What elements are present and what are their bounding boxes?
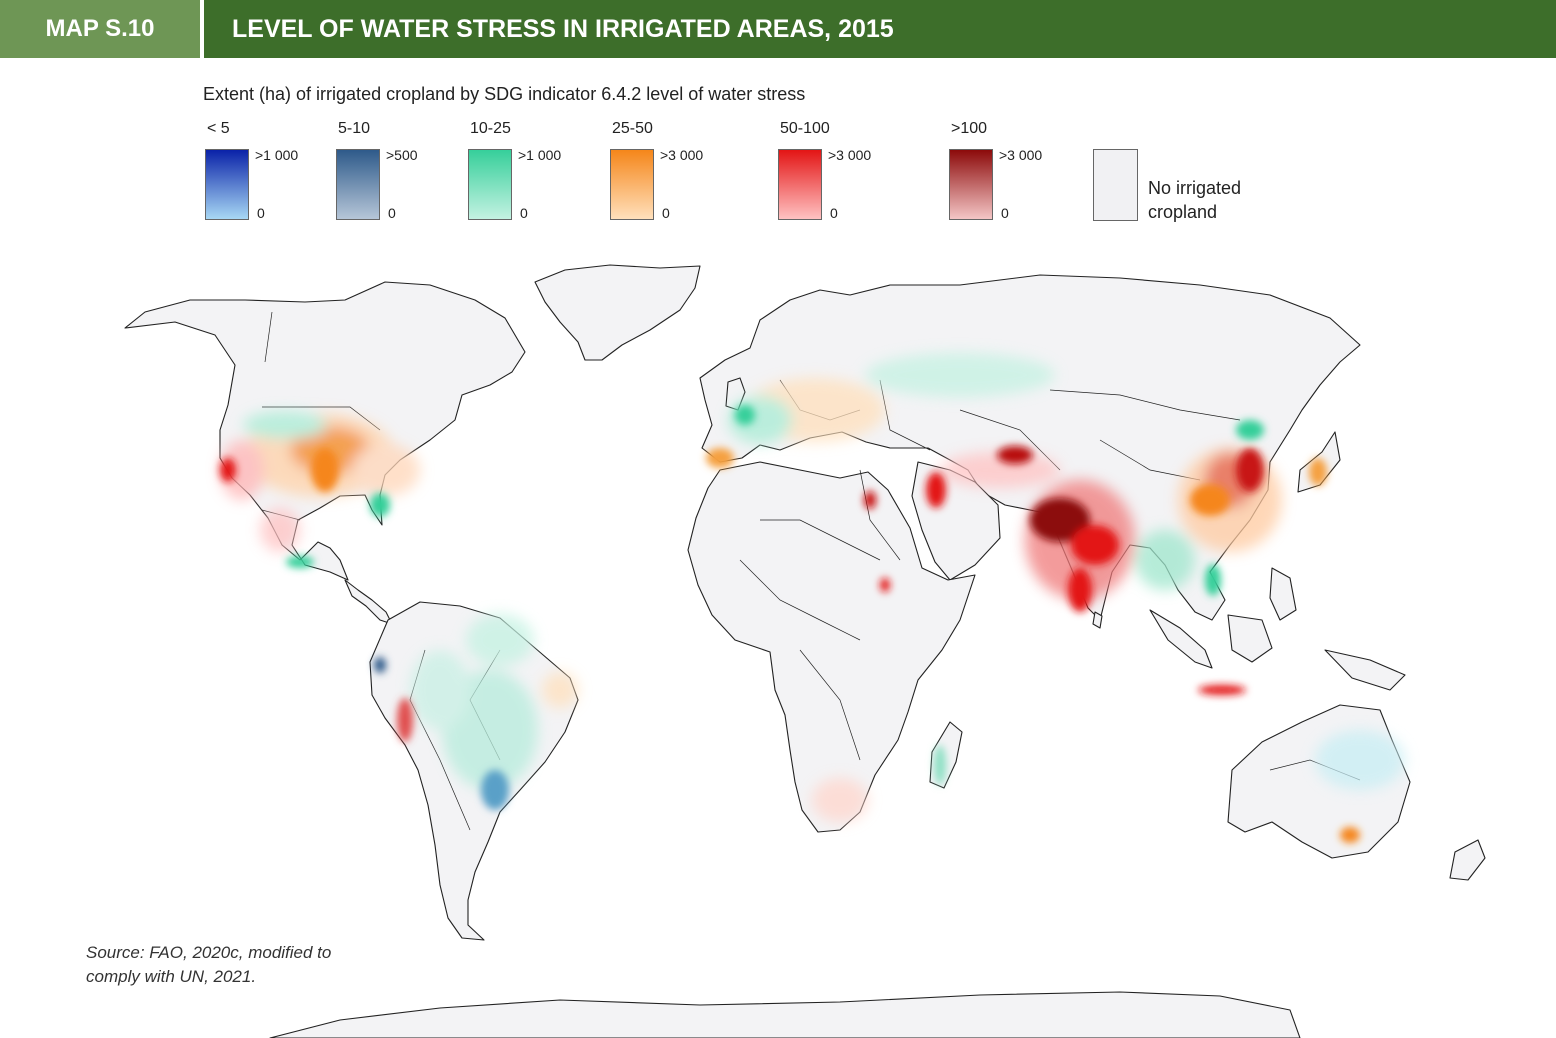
legend-min-label: 0: [662, 205, 670, 221]
legend-swatch: [205, 149, 249, 220]
map-title: LEVEL OF WATER STRESS IN IRRIGATED AREAS…: [232, 14, 894, 43]
legend-swatch: [610, 149, 654, 220]
source-note: Source: FAO, 2020c, modified to comply w…: [86, 943, 332, 986]
legend-swatch-no-irrigation: [1093, 149, 1138, 221]
greenland: [534, 264, 701, 361]
new-guinea: [1324, 649, 1406, 691]
map-title-bar: LEVEL OF WATER STRESS IN IRRIGATED AREAS…: [204, 0, 1556, 58]
africa: [687, 461, 976, 833]
legend-max-label: >3 000: [999, 147, 1043, 163]
legend-min-label: 0: [520, 205, 528, 221]
legend-max-label: >3 000: [828, 147, 872, 163]
central-america: [344, 579, 393, 625]
irrigated-cropland-stress-layer: [220, 353, 1405, 843]
sumatra: [1149, 609, 1213, 669]
legend-range-label: < 5: [207, 120, 230, 137]
legend-min-label: 0: [388, 205, 396, 221]
legend-range-label: 25-50: [612, 120, 653, 137]
legend-max-label: >3 000: [660, 147, 704, 163]
legend-swatch: [949, 149, 993, 220]
sri-lanka: [1092, 611, 1103, 629]
legend-label-no-irrigation: No irrigated cropland: [1148, 178, 1242, 222]
world-map: [124, 264, 1486, 1038]
borneo: [1227, 614, 1273, 663]
legend-min-label: 0: [257, 205, 265, 221]
legend-title: Extent (ha) of irrigated cropland by SDG…: [203, 84, 806, 104]
legend-range-label: 5-10: [338, 120, 371, 137]
legend-swatch: [778, 149, 822, 220]
madagascar: [929, 721, 963, 789]
legend-swatch: [468, 149, 512, 220]
legend-max-label: >1 000: [255, 147, 299, 163]
map-number-label: MAP S.10: [0, 0, 200, 58]
legend-range-label: >100: [951, 120, 988, 137]
legend-min-label: 0: [830, 205, 838, 221]
philippines: [1269, 567, 1297, 621]
legend-min-label: 0: [1001, 205, 1009, 221]
legend-max-label: >500: [386, 147, 418, 163]
legend-max-label: >1 000: [518, 147, 562, 163]
antarctica: [269, 991, 1301, 1038]
header: MAP S.10 LEVEL OF WATER STRESS IN IRRIGA…: [0, 0, 1556, 58]
new-zealand: [1449, 839, 1486, 881]
legend-range-label: 10-25: [470, 120, 511, 137]
legend-swatch: [336, 149, 380, 220]
legend-range-label: 50-100: [780, 120, 830, 137]
